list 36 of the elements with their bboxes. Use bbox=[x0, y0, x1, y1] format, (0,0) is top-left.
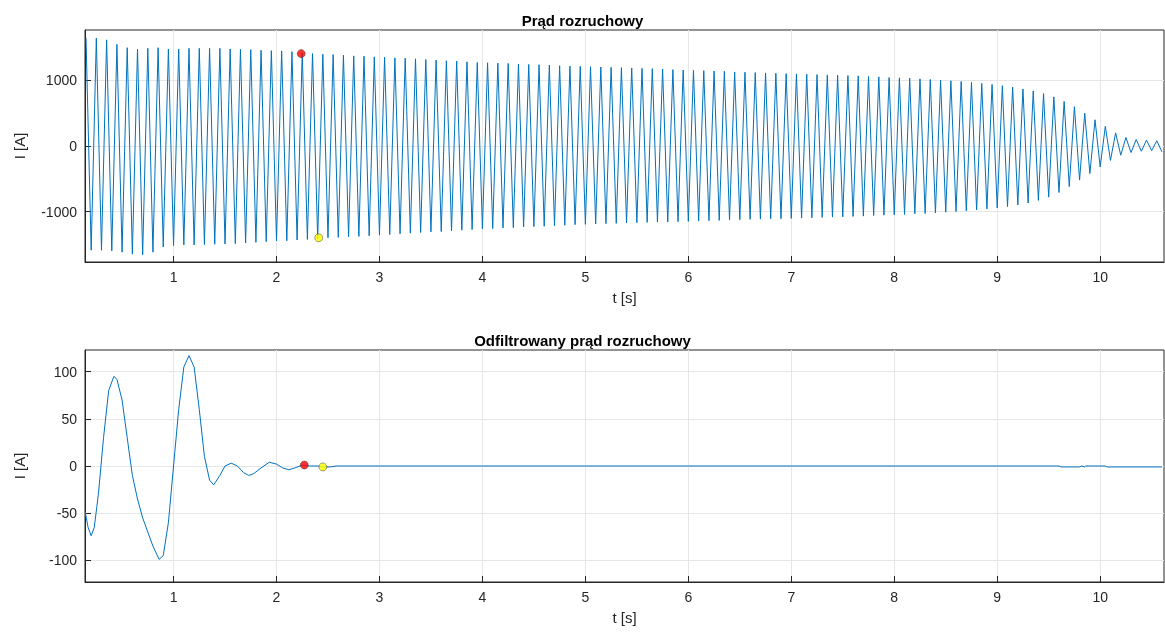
x-axis-title: t [s] bbox=[612, 609, 637, 626]
x-tick-label: 6 bbox=[684, 589, 693, 605]
x-tick-label: 1 bbox=[169, 589, 178, 605]
x-tick-label: 1 bbox=[169, 269, 178, 285]
y-tick-label: -100 bbox=[48, 552, 78, 569]
y-tick-label: -1000 bbox=[41, 203, 78, 220]
x-tick-label: 7 bbox=[787, 269, 796, 285]
x-tick-label: 8 bbox=[890, 589, 899, 605]
y-axis-title: I [A] bbox=[11, 132, 28, 160]
x-tick-label: 2 bbox=[272, 589, 281, 605]
x-tick-label: 5 bbox=[581, 269, 590, 285]
y-tick-label: 50 bbox=[61, 410, 78, 427]
y-axis-title: I [A] bbox=[11, 452, 28, 480]
x-tick-label: 6 bbox=[684, 269, 693, 285]
line-series bbox=[85, 37, 1163, 256]
x-tick-label: 9 bbox=[993, 269, 1002, 285]
x-axis-title: t [s] bbox=[612, 289, 637, 306]
x-tick-label: 5 bbox=[581, 589, 590, 605]
chart-title: Prąd rozruchowy bbox=[521, 12, 644, 29]
x-tick-label: 4 bbox=[478, 589, 487, 605]
line-series bbox=[84, 355, 1163, 560]
chart-title: Odfiltrowany prąd rozruchowy bbox=[474, 332, 692, 349]
x-tick-label: 7 bbox=[787, 589, 796, 605]
x-tick-label: 8 bbox=[890, 269, 899, 285]
y-tick-label: 0 bbox=[69, 458, 78, 474]
y-tick-label: 100 bbox=[53, 363, 78, 380]
y-tick-label: -50 bbox=[56, 505, 78, 522]
x-tick-label: 3 bbox=[375, 269, 384, 285]
x-tick-label: 3 bbox=[375, 589, 384, 605]
y-tick-label: 1000 bbox=[45, 72, 78, 89]
x-tick-label: 10 bbox=[1092, 589, 1109, 605]
x-tick-label: 2 bbox=[272, 269, 281, 285]
x-tick-label: 10 bbox=[1092, 269, 1109, 285]
x-tick-label: 9 bbox=[993, 589, 1002, 605]
x-tick-label: 4 bbox=[478, 269, 487, 285]
y-tick-label: 0 bbox=[69, 138, 78, 154]
